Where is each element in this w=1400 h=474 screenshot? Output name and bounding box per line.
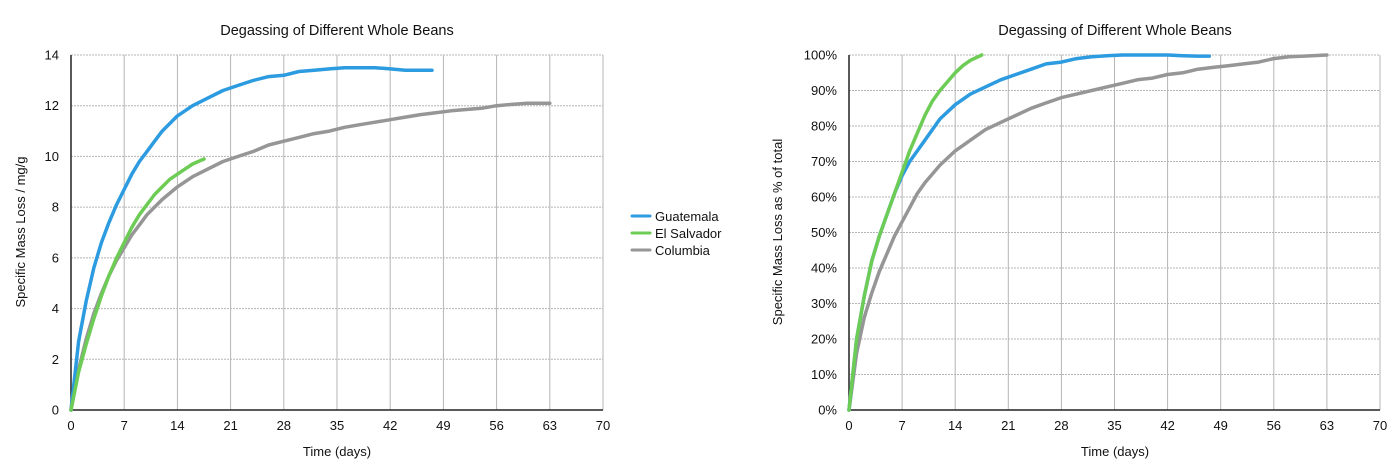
x-tick-label: 63 [1320, 418, 1334, 433]
x-tick-label: 7 [121, 418, 128, 433]
y-tick-label: 0% [818, 403, 837, 418]
legend-label-columbia: Columbia [655, 243, 711, 258]
x-tick-label: 42 [383, 418, 397, 433]
x-tick-label: 70 [596, 418, 610, 433]
chart-mass-loss: Degassing of Different Whole Beans 0 2 4 6 8… [13, 23, 610, 459]
x-tick-label: 0 [845, 418, 852, 433]
x-tick-label: 14 [170, 418, 184, 433]
series-lines [847, 53, 1329, 412]
y-axis-label: Specific Mass Loss / mg/g [13, 157, 28, 308]
x-tick-label: 21 [1001, 418, 1015, 433]
series-line-guatemala [69, 65, 434, 412]
y-tick-label: 60% [811, 190, 837, 205]
y-tick-label: 20% [811, 332, 837, 347]
chart-grid [848, 54, 1381, 411]
y-tick-label: 4 [52, 301, 59, 316]
x-tick-label: 42 [1160, 418, 1174, 433]
chart-grid [70, 54, 604, 411]
y-tick-label: 70% [811, 154, 837, 169]
x-tick-label: 49 [436, 418, 450, 433]
x-tick-label: 28 [1054, 418, 1068, 433]
y-tick-label: 10 [45, 149, 59, 164]
y-axis-ticks: 0 2 4 6 8 10 12 14 [45, 48, 59, 418]
y-tick-label: 14 [45, 48, 59, 63]
x-axis-label: Time (days) [1081, 444, 1149, 459]
x-tick-label: 56 [1267, 418, 1281, 433]
chart-title: Degassing of Different Whole Beans [998, 23, 1231, 39]
x-tick-label: 35 [330, 418, 344, 433]
y-tick-label: 12 [45, 98, 59, 113]
y-tick-label: 6 [52, 250, 59, 265]
y-tick-label: 50% [811, 225, 837, 240]
x-tick-label: 56 [489, 418, 503, 433]
series-line-el-salvador [847, 53, 984, 412]
x-axis-ticks: 0 7 14 21 28 35 42 49 56 63 70 [67, 418, 610, 433]
y-tick-label: 100% [804, 48, 838, 63]
series-line-el-salvador [69, 157, 206, 412]
x-tick-label: 0 [67, 418, 74, 433]
y-tick-label: 10% [811, 367, 837, 382]
x-axis-label: Time (days) [303, 444, 371, 459]
x-tick-label: 14 [948, 418, 962, 433]
y-tick-label: 2 [52, 352, 59, 367]
legend-label-guatemala: Guatemala [655, 209, 719, 224]
chart-mass-loss-percent: Degassing of Different Whole Beans 0% 10%… [770, 23, 1387, 459]
x-tick-label: 35 [1107, 418, 1121, 433]
x-tick-label: 49 [1213, 418, 1227, 433]
series-line-columbia [69, 101, 552, 412]
y-tick-label: 8 [52, 200, 59, 215]
y-tick-label: 80% [811, 119, 837, 134]
y-axis-ticks: 0% 10% 20% 30% 40% 50% 60% 70% 80% 90% 100% [804, 48, 838, 418]
chart-title: Degassing of Different Whole Beans [220, 23, 453, 39]
x-axis-ticks: 0 7 14 21 28 35 42 49 56 63 70 [845, 418, 1387, 433]
x-tick-label: 70 [1373, 418, 1387, 433]
y-tick-label: 40% [811, 261, 837, 276]
legend: Guatemala El Salvador Columbia [630, 209, 722, 258]
x-tick-label: 28 [277, 418, 291, 433]
series-line-columbia [847, 53, 1329, 412]
y-axis-label: Specific Mass Loss as % of total [770, 139, 785, 326]
series-lines [69, 65, 552, 412]
y-tick-label: 0 [52, 403, 59, 418]
legend-label-el-salvador: El Salvador [655, 226, 722, 241]
y-tick-label: 30% [811, 296, 837, 311]
x-tick-label: 63 [543, 418, 557, 433]
x-tick-label: 21 [223, 418, 237, 433]
y-tick-label: 90% [811, 83, 837, 98]
x-tick-label: 7 [898, 418, 905, 433]
